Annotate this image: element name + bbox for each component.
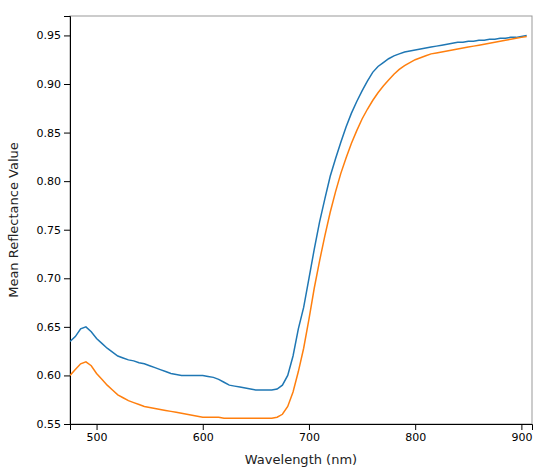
y-tick: 0.60 [37,369,71,382]
x-tick-label: 900 [511,431,532,444]
x-tick: 600 [193,424,214,444]
x-tick-mark [203,424,204,430]
y-tick-label: 0.55 [37,418,62,431]
y-tick-mark [64,327,70,328]
x-tick-mark [309,424,310,430]
y-tick-label: 0.85 [37,127,62,140]
x-tick: 700 [299,424,320,444]
y-axis-title: Mean Reflectance Value [6,142,21,298]
x-tick-mark [97,424,98,430]
x-tick-label: 800 [405,431,426,444]
x-tick-label: 700 [299,431,320,444]
y-tick-label: 0.70 [37,272,62,285]
x-tick: 500 [87,424,108,444]
x-axis-line [71,425,533,431]
y-tick-mark [64,133,70,134]
series-line [70,36,527,418]
y-tick-label: 0.75 [37,224,62,237]
plot-frame [70,16,532,424]
x-axis: 500 600 700 800 900 [71,424,533,444]
y-tick-mark [64,35,70,36]
y-tick-label: 0.65 [37,321,62,334]
lines [70,35,527,418]
x-axis-title: Wavelength (nm) [245,452,357,467]
x-tick-label: 500 [87,431,108,444]
y-tick: 0.85 [37,127,71,140]
y-tick: 0.95 [37,29,71,42]
y-tick-mark [64,375,70,376]
y-tick-mark [64,181,70,182]
y-tick: 0.90 [37,78,71,91]
y-tick-label: 0.60 [37,369,62,382]
series-line [70,35,527,390]
y-tick-mark [64,84,70,85]
y-tick: 0.70 [37,272,71,285]
plot-area: 5006007008009000.550.600.650.700.750.800… [37,16,533,444]
y-tick: 0.55 [37,418,71,431]
x-tick: 900 [511,424,532,444]
y-tick-mark [64,424,70,425]
y-axis-line [64,17,71,425]
y-axis: 0.55 0.60 0.65 0.70 0.75 0.80 0.85 0.90 0.95 [37,17,71,432]
x-tick-label: 600 [193,431,214,444]
chart: 5006007008009000.550.600.650.700.750.800… [0,0,550,476]
y-tick: 0.65 [37,321,71,334]
y-tick-label: 0.80 [37,175,62,188]
x-tick: 800 [405,424,426,444]
y-tick-label: 0.95 [37,29,62,42]
y-tick-label: 0.90 [37,78,62,91]
y-tick-mark [64,278,70,279]
x-tick-mark [415,424,416,430]
y-tick-mark [64,230,70,231]
y-tick: 0.80 [37,175,71,188]
y-tick: 0.75 [37,224,71,237]
x-tick-mark [521,424,522,430]
